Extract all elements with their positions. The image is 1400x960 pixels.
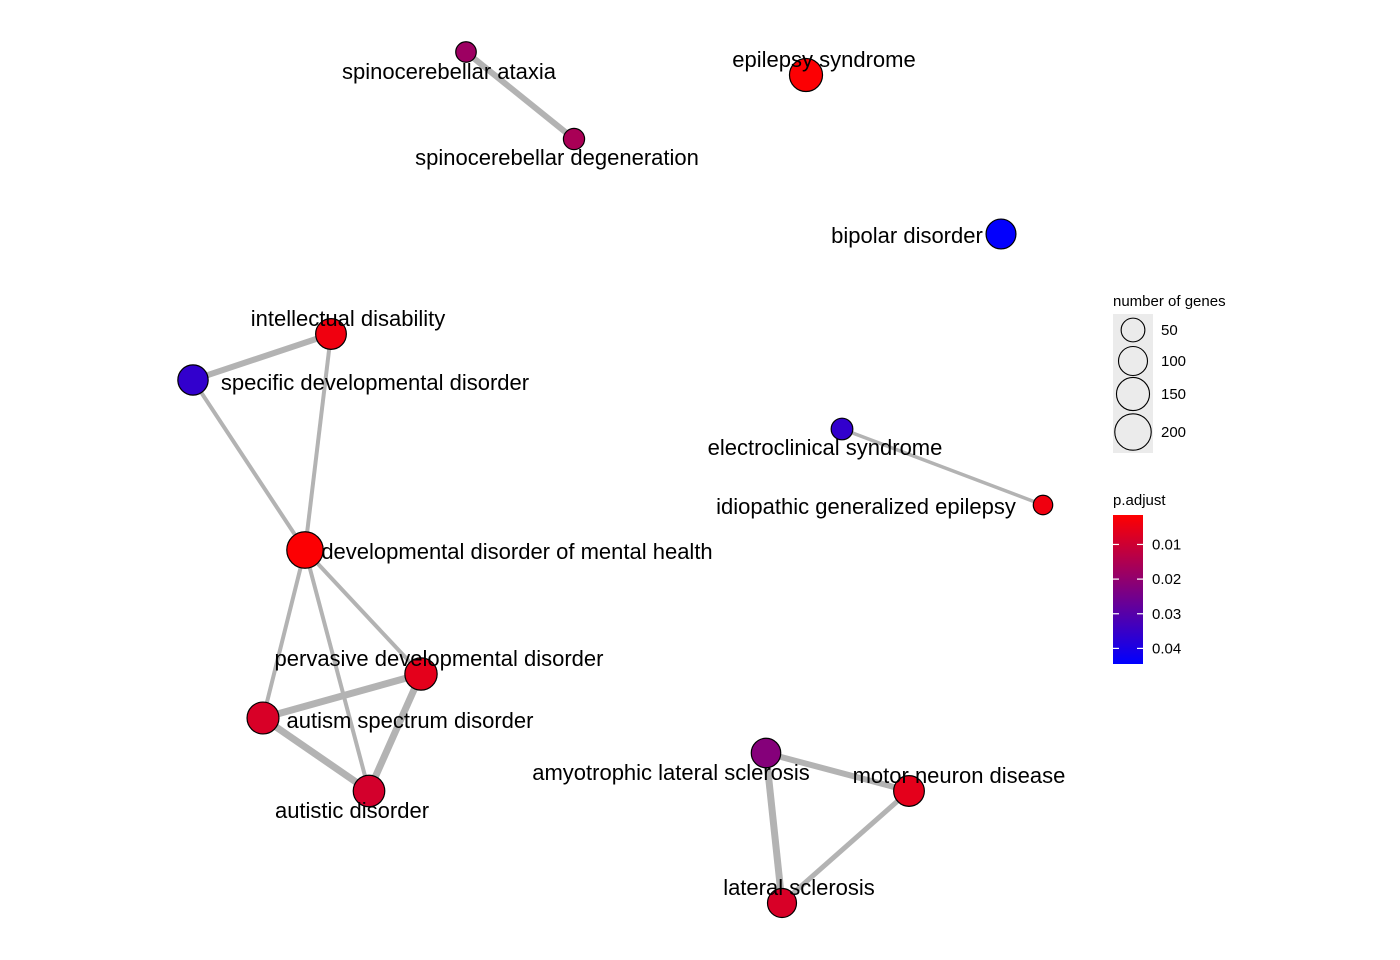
node-label-eps: epilepsy syndrome bbox=[732, 47, 915, 72]
node-sdd bbox=[177, 364, 209, 396]
colorbar-tick-label: 0.01 bbox=[1152, 536, 1181, 553]
node-label-ddm: developmental disorder of mental health bbox=[321, 539, 712, 564]
edge-als-lsc bbox=[762, 752, 786, 904]
node-label-sca: spinocerebellar ataxia bbox=[342, 59, 557, 84]
node-mnd bbox=[893, 775, 925, 807]
size-legend-circle bbox=[1114, 413, 1152, 451]
node-aut bbox=[352, 774, 386, 808]
size-legend-items: 50 100 150 200 bbox=[1114, 317, 1186, 451]
node-bip bbox=[985, 218, 1017, 250]
size-legend-circle bbox=[1120, 317, 1146, 343]
node-pdd bbox=[404, 657, 438, 691]
node-label-sdd: specific developmental disorder bbox=[221, 370, 529, 395]
node-ecs bbox=[830, 417, 854, 441]
colorbar-tick-label: 0.03 bbox=[1152, 606, 1181, 623]
node-sca bbox=[455, 41, 477, 63]
size-legend-circle bbox=[1117, 345, 1149, 377]
color-legend-ticks: 0.01 0.02 0.03 0.04 bbox=[1113, 536, 1181, 657]
colorbar-tick-label: 0.02 bbox=[1152, 571, 1181, 588]
node-ige bbox=[1032, 494, 1054, 516]
nodes-layer bbox=[177, 41, 1054, 919]
node-ddm bbox=[286, 531, 324, 569]
node-label-int: intellectual disability bbox=[251, 306, 445, 331]
legend: number of genes 50 100 150 200 p.adjust 0.0… bbox=[1113, 293, 1226, 664]
size-legend-label: 100 bbox=[1161, 353, 1186, 370]
edge-ecs-ige bbox=[841, 427, 1044, 507]
edge-int-ddm bbox=[303, 333, 333, 551]
edges-layer bbox=[191, 49, 1044, 905]
node-eps bbox=[788, 57, 824, 93]
node-als bbox=[750, 737, 782, 769]
colorbar-tick-label: 0.04 bbox=[1152, 640, 1181, 657]
labels-layer: spinocerebellar ataxia spinocerebellar de… bbox=[221, 47, 1065, 900]
size-legend-title: number of genes bbox=[1113, 293, 1226, 310]
node-asd bbox=[246, 701, 280, 735]
node-label-scd: spinocerebellar degeneration bbox=[415, 145, 699, 170]
node-label-pdd: pervasive developmental disorder bbox=[275, 646, 604, 671]
node-label-mnd: motor neuron disease bbox=[853, 763, 1066, 788]
node-scd bbox=[562, 127, 586, 151]
edge-ddm-aut bbox=[303, 549, 371, 792]
edge-sdd-ddm bbox=[191, 378, 307, 552]
edge-als-mnd bbox=[765, 750, 910, 794]
edge-sca-scd bbox=[464, 49, 576, 142]
node-label-bip: bipolar disorder bbox=[831, 223, 983, 248]
size-legend-label: 50 bbox=[1161, 322, 1178, 339]
node-label-als: amyotrophic lateral sclerosis bbox=[532, 760, 810, 785]
node-label-lsc: lateral sclerosis bbox=[723, 875, 875, 900]
edge-asd-aut bbox=[261, 715, 371, 794]
edge-pdd-aut bbox=[365, 672, 425, 793]
node-int bbox=[315, 318, 347, 350]
size-legend-circle bbox=[1115, 376, 1151, 412]
node-label-asd: autism spectrum disorder bbox=[287, 708, 534, 733]
node-label-aut: autistic disorder bbox=[275, 798, 429, 823]
edge-asd-pdd bbox=[262, 670, 422, 722]
edge-mnd-lsc bbox=[780, 789, 911, 905]
node-lsc bbox=[766, 887, 798, 919]
edge-ddm-pdd bbox=[303, 548, 423, 676]
color-legend-colorbar bbox=[1113, 515, 1143, 664]
color-legend-title: p.adjust bbox=[1113, 492, 1166, 509]
size-legend-label: 200 bbox=[1161, 424, 1186, 441]
edge-int-sdd bbox=[192, 331, 332, 383]
edge-ddm-asd bbox=[261, 549, 307, 719]
node-label-ecs: electroclinical syndrome bbox=[708, 435, 943, 460]
size-legend-key-background bbox=[1113, 314, 1153, 453]
node-label-ige: idiopathic generalized epilepsy bbox=[716, 494, 1016, 519]
size-legend-label: 150 bbox=[1161, 386, 1186, 403]
